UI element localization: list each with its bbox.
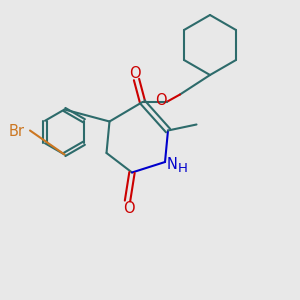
- Text: O: O: [123, 201, 135, 216]
- Text: H: H: [178, 162, 188, 175]
- Text: O: O: [129, 66, 141, 81]
- Text: Br: Br: [8, 124, 25, 140]
- Text: N: N: [166, 157, 177, 172]
- Text: O: O: [155, 93, 167, 108]
